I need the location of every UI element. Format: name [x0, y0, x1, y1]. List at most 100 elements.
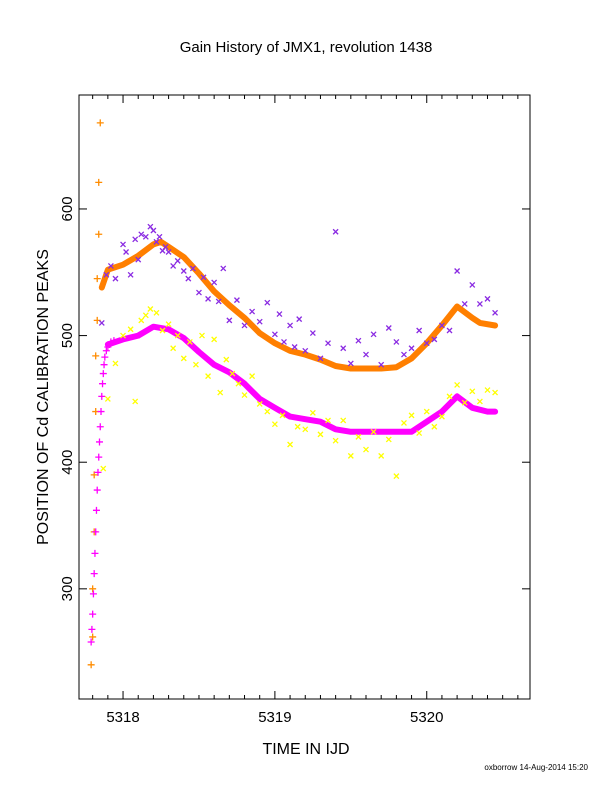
data-point: [416, 327, 423, 334]
data-point: [99, 380, 107, 388]
data-point: [235, 380, 242, 387]
data-point: [378, 452, 385, 459]
data-point: [431, 336, 438, 343]
data-point: [95, 230, 103, 238]
data-point: [325, 340, 331, 347]
y-tick-label: 500: [59, 323, 76, 348]
data-point: [88, 625, 96, 633]
data-point: [147, 306, 154, 312]
x-axis-label: TIME IN IJD: [262, 741, 349, 758]
data-point: [92, 352, 100, 360]
data-point: [454, 382, 461, 388]
data-point: [180, 355, 187, 362]
data-point: [264, 299, 271, 306]
data-point: [241, 322, 248, 329]
x-tick-label: 5320: [410, 709, 443, 726]
data-point: [91, 549, 99, 557]
data-point: [96, 119, 104, 127]
data-point: [385, 436, 392, 443]
data-point: [408, 345, 415, 352]
data-point: [461, 399, 468, 406]
data-point: [170, 345, 177, 352]
data-point: [401, 351, 407, 358]
data-point: [162, 243, 169, 250]
data-point: [241, 392, 248, 399]
data-point: [355, 433, 362, 440]
data-point: [276, 311, 283, 318]
data-point: [446, 393, 453, 400]
data-point: [97, 408, 105, 416]
data-point: [271, 331, 278, 338]
data-point: [104, 395, 111, 402]
y-tick-label: 400: [59, 450, 76, 475]
data-point: [159, 327, 166, 334]
data-point: [135, 256, 142, 263]
data-point: [249, 373, 256, 380]
data-point: [279, 412, 286, 419]
data-point: [249, 308, 256, 315]
x-tick-label: 5318: [106, 709, 139, 726]
data-point: [101, 353, 109, 361]
data-point: [492, 389, 499, 396]
data-point: [461, 300, 468, 307]
data-point: [220, 265, 227, 272]
data-point: [185, 275, 192, 282]
data-point: [438, 413, 445, 420]
data-point: [87, 661, 95, 669]
series-line: [104, 323, 499, 435]
data-point: [264, 408, 271, 415]
data-point: [98, 392, 106, 400]
data-point: [170, 262, 177, 269]
data-point: [431, 423, 438, 430]
data-point: [347, 452, 354, 459]
data-point: [294, 423, 301, 430]
data-point: [423, 408, 430, 415]
data-point: [89, 633, 97, 641]
data-point: [96, 423, 104, 431]
data-point: [296, 316, 303, 323]
data-point: [347, 360, 354, 367]
data-point: [99, 370, 107, 378]
data-point: [223, 356, 230, 363]
data-point: [138, 317, 145, 324]
data-point: [132, 236, 139, 243]
data-point: [476, 300, 483, 307]
data-point: [150, 227, 157, 234]
x-axis: 5318 5319 5320: [92, 95, 519, 726]
data-point: [226, 317, 233, 324]
data-point: [180, 268, 187, 274]
data-point: [100, 361, 108, 369]
data-point: [138, 231, 145, 238]
data-point: [92, 506, 100, 514]
data-point: [340, 417, 347, 424]
data-point: [378, 361, 385, 368]
data-point: [233, 297, 240, 304]
data-point: [92, 528, 100, 536]
data-point: [107, 262, 114, 269]
chart-title: Gain History of JMX1, revolution 1438: [180, 39, 433, 56]
data-point: [174, 332, 181, 339]
data-point: [416, 430, 423, 437]
data-point: [332, 437, 339, 444]
data-point: [127, 271, 134, 278]
y-axis: 300 400 500 600: [59, 196, 530, 601]
data-point: [89, 610, 97, 618]
data-point: [189, 265, 196, 272]
data-point: [370, 428, 377, 435]
data-point: [393, 338, 400, 345]
data-point: [484, 295, 491, 302]
plot-area: [87, 119, 499, 669]
y-tick-label: 300: [59, 576, 76, 601]
data-point: [205, 295, 212, 302]
data-point: [96, 438, 103, 446]
data-point: [401, 419, 407, 426]
y-axis-label: POSITION OF Cd CALIBRATION PEAKS: [35, 249, 52, 545]
data-point: [200, 274, 207, 281]
data-point: [98, 319, 105, 326]
data-point: [302, 426, 309, 433]
data-point: [454, 268, 461, 274]
data-point: [484, 387, 491, 393]
data-point: [469, 281, 476, 288]
data-point: [205, 373, 212, 380]
